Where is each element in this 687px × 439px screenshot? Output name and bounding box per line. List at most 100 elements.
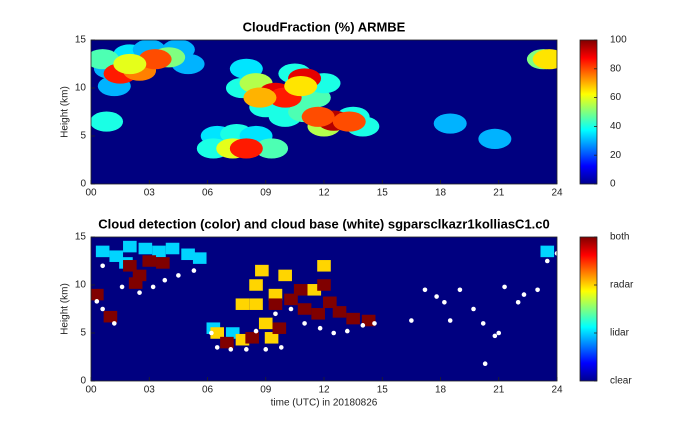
cloud-base-point: [471, 306, 476, 312]
detection-cell: [91, 288, 104, 301]
cloud-base-point: [502, 284, 507, 290]
detection-cell: [311, 308, 325, 320]
cloud-cell: [138, 49, 172, 70]
cloud-base-point: [191, 268, 197, 273]
x-tick-label: 00: [85, 385, 97, 396]
x-tick-label: 12: [318, 188, 330, 199]
colorbar-tick-label: 80: [610, 63, 622, 74]
detection-cell: [109, 250, 124, 262]
x-tick-label: 18: [435, 188, 447, 199]
detection-cell: [317, 260, 331, 272]
colorbar: [579, 236, 598, 382]
cloud-cell: [91, 49, 120, 70]
y-tick-label: 0: [80, 179, 86, 190]
cloud-base-point: [100, 263, 105, 269]
cloud-base-point: [288, 306, 294, 312]
colorbar: [579, 39, 598, 185]
cloud-base-point: [214, 345, 220, 350]
cloud-base-point: [434, 294, 439, 299]
detection-cell: [332, 306, 347, 318]
cloud-base-point: [457, 287, 463, 293]
cloud-base-point: [482, 361, 488, 367]
cloud-base-point: [331, 330, 337, 336]
detection-cell: [152, 245, 166, 258]
detection-cell: [181, 248, 195, 261]
cloud-base-point: [119, 284, 125, 290]
y-tick-label: 10: [75, 280, 87, 291]
detection-cell: [245, 332, 259, 344]
cloud-base-point: [372, 321, 377, 326]
cloud-base-point: [544, 258, 550, 264]
detection-cell: [540, 245, 555, 258]
cloud-cell: [255, 138, 289, 159]
y-tick-label: 0: [80, 376, 86, 387]
x-tick-label: 21: [493, 188, 505, 199]
y-tick-label: 5: [80, 131, 86, 142]
cloud-base-point: [100, 306, 105, 312]
x-tick-label: 00: [85, 188, 97, 199]
detection-cell: [249, 279, 263, 291]
cloud-cell: [332, 111, 366, 132]
x-tick-label: 06: [202, 188, 214, 199]
cloud-base-point: [422, 287, 428, 293]
cloud-base-point: [137, 290, 142, 295]
detection-cell: [210, 327, 225, 339]
chart-title: CloudFraction (%) ARMBE: [243, 19, 406, 34]
colorbar-tick-label: 60: [610, 92, 622, 103]
cloud-base-point: [317, 325, 323, 331]
x-tick-label: 09: [260, 188, 272, 199]
cloud-cell: [301, 106, 335, 127]
cloud-base-point: [244, 347, 249, 352]
colorbar-tick-label: 0: [610, 179, 616, 190]
detection-cell: [235, 333, 250, 346]
x-tick-label: 24: [551, 188, 563, 199]
y-tick-label: 15: [75, 35, 87, 46]
cloud-cell: [229, 138, 263, 159]
cloud-base-point: [492, 333, 498, 339]
detection-cell: [307, 284, 322, 296]
cloud-cell: [433, 113, 467, 134]
x-tick-label: 15: [377, 188, 389, 199]
x-tick-label: 03: [144, 385, 156, 396]
cloud-base-point: [176, 273, 181, 278]
detection-cell: [156, 257, 170, 269]
detection-cell: [123, 240, 137, 253]
detection-cell: [258, 317, 273, 330]
detection-cell: [225, 327, 240, 339]
detection-cell: [138, 242, 153, 255]
colorbar-tick-label: lidar: [610, 328, 630, 339]
cloud-base-point: [480, 321, 486, 326]
cloud-base-point: [447, 318, 453, 323]
x-tick-label: 15: [377, 385, 389, 396]
colorbar-tick-label: clear: [610, 376, 632, 387]
cloud-base-point: [360, 323, 366, 328]
detection-cell: [103, 310, 118, 323]
plot-area: [91, 40, 557, 159]
x-tick-label: 18: [435, 385, 447, 396]
x-tick-label: 09: [260, 385, 272, 396]
cloud-base-point: [442, 299, 447, 305]
detection-cell: [255, 264, 269, 277]
x-axis-label: time (UTC) in 20180826: [271, 398, 378, 409]
detection-cell: [192, 252, 207, 264]
x-tick-label: 06: [202, 385, 214, 396]
detection-cell: [165, 242, 180, 255]
cloud-base-point: [273, 311, 278, 317]
cloud-base-point: [94, 299, 100, 304]
detection-cell: [268, 288, 283, 301]
detection-cell: [293, 284, 308, 296]
cloud-base-point: [112, 321, 117, 326]
colorbar-tick-label: 100: [610, 35, 627, 46]
cloud-cell: [243, 87, 277, 108]
detection-cell: [317, 279, 331, 291]
detection-cell: [268, 298, 283, 310]
cloud-base-point: [302, 321, 307, 326]
detection-cell: [142, 255, 157, 267]
cloud-base-point: [162, 277, 168, 283]
x-tick-label: 12: [318, 385, 330, 396]
detection-cell: [272, 322, 287, 334]
detection-cell: [132, 269, 147, 282]
cloud-base-point: [409, 318, 414, 323]
detection-cell: [284, 293, 298, 306]
